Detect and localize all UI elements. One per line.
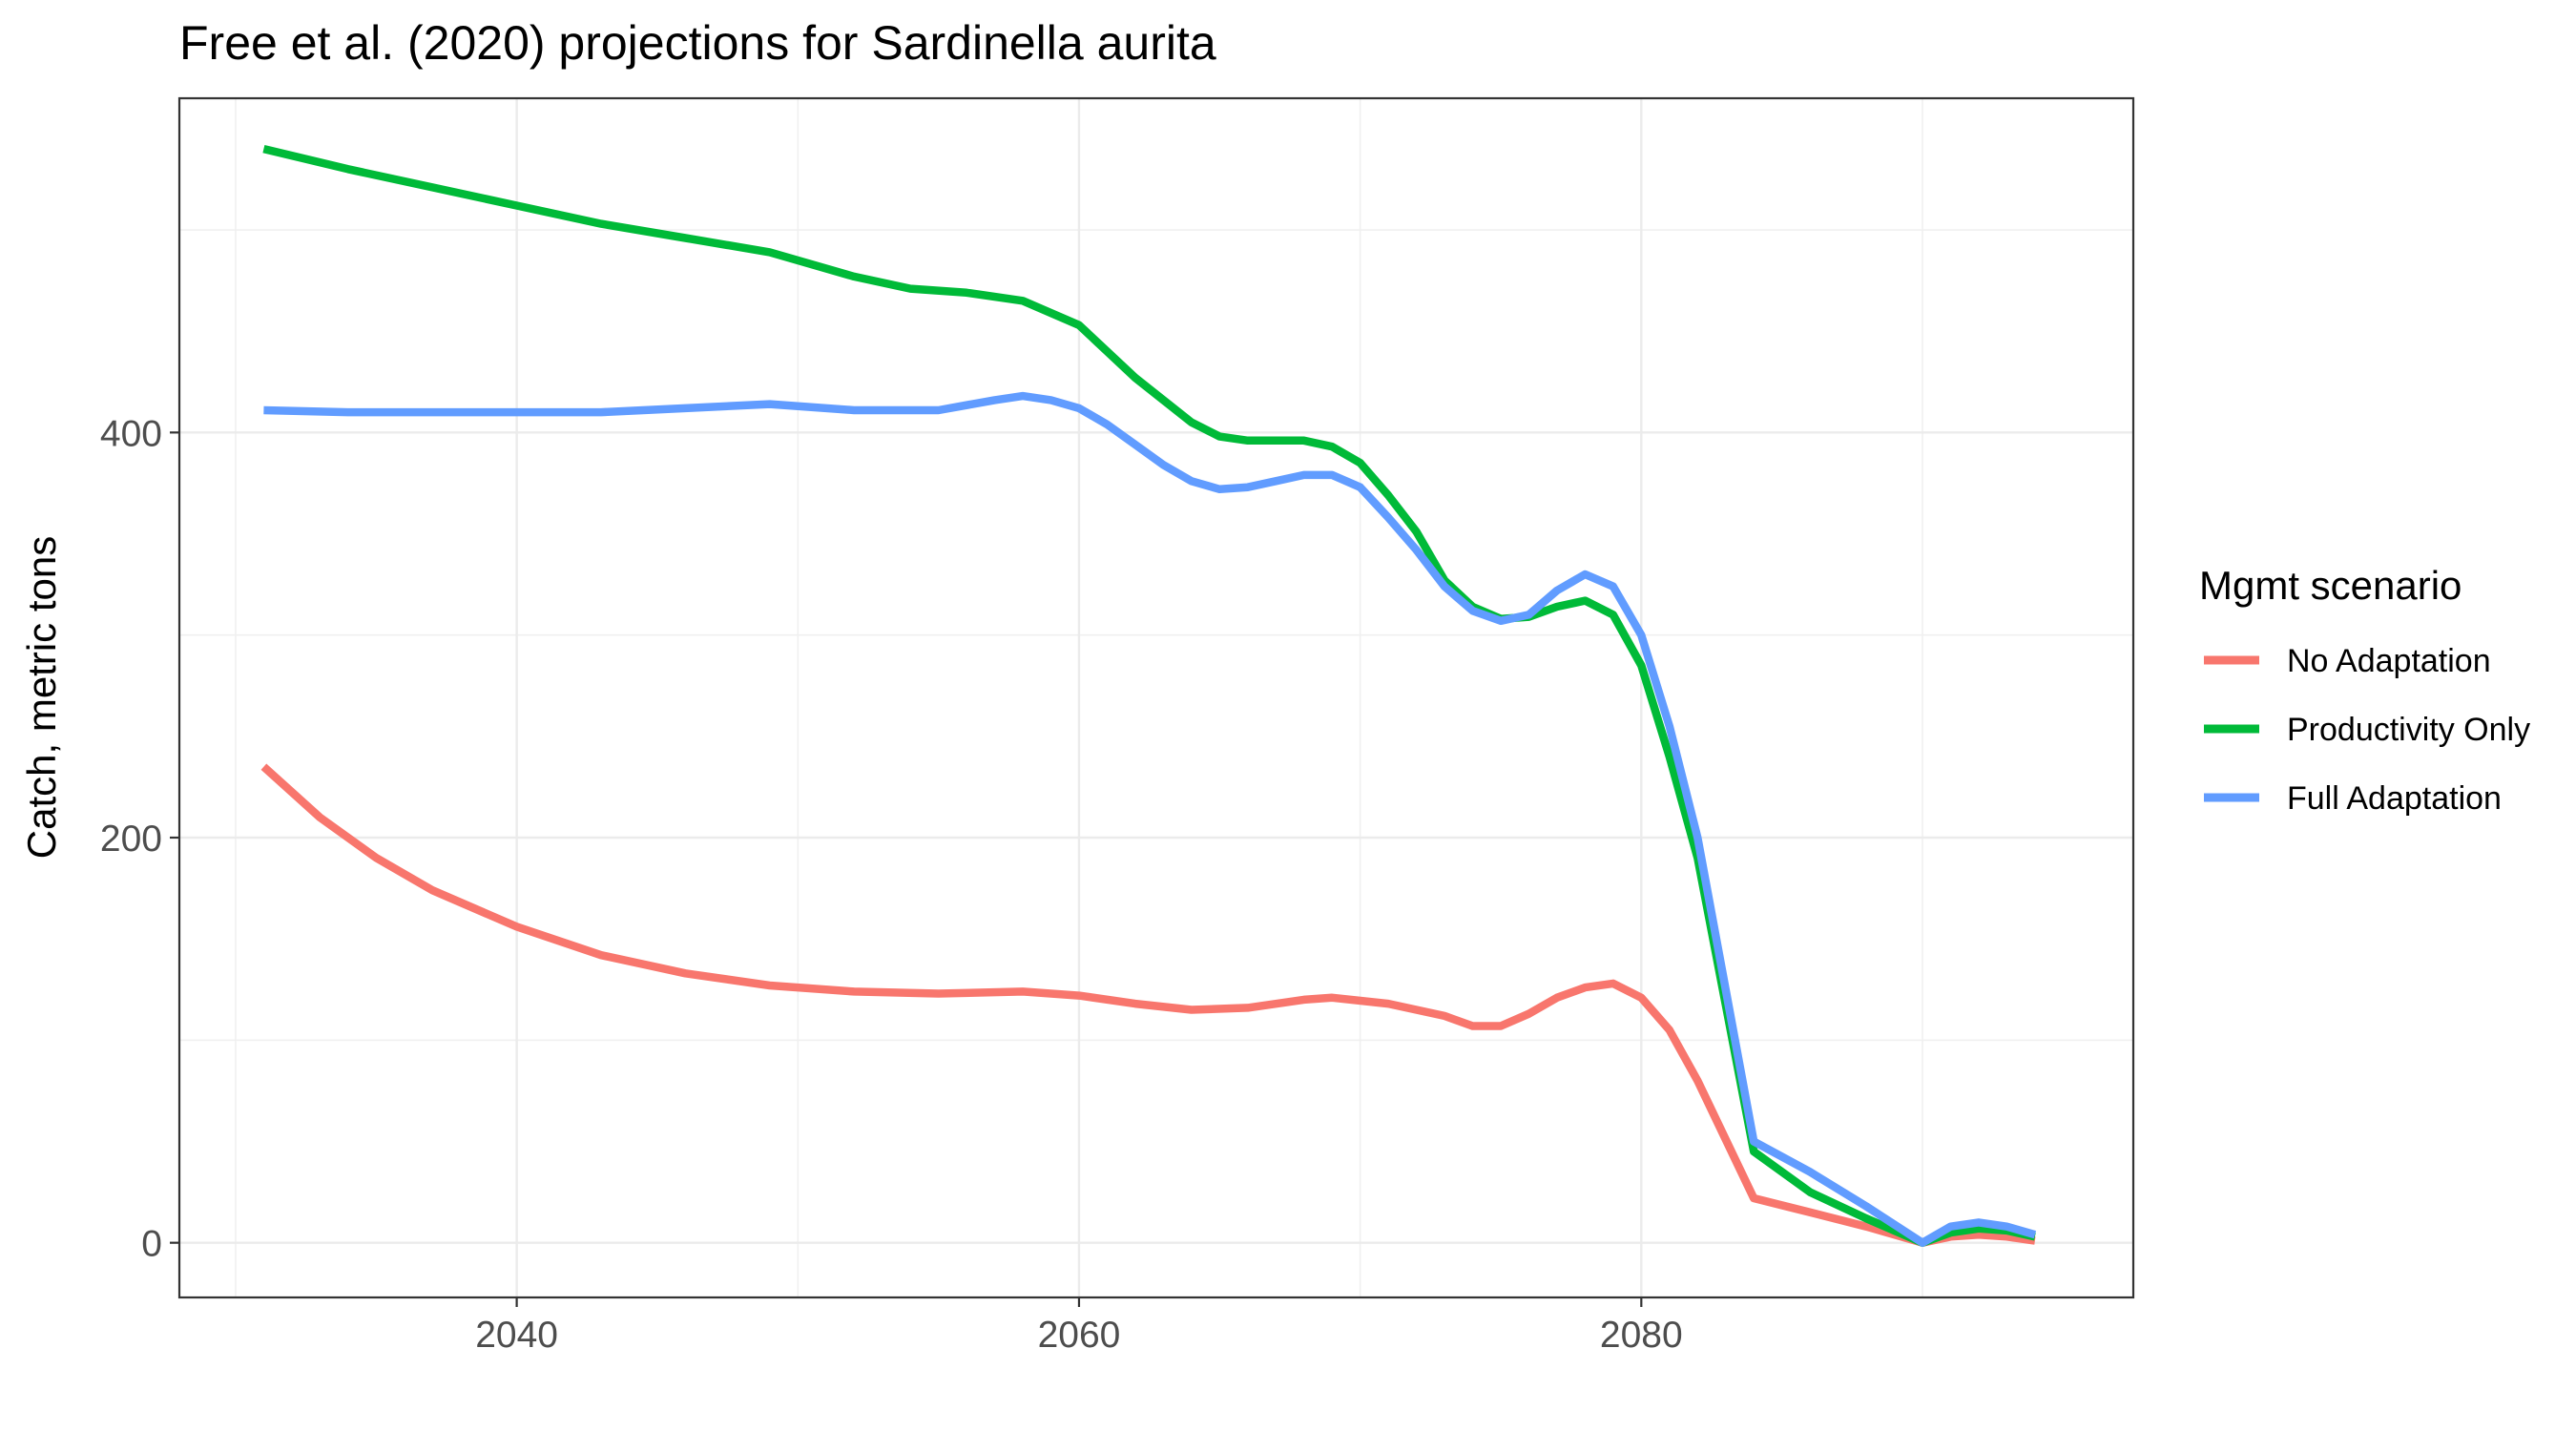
legend-item-productivity-only: Productivity Only	[2204, 712, 2530, 748]
legend-item-no-adaptation: No Adaptation	[2204, 643, 2491, 679]
minor-gridlines	[179, 98, 2133, 1297]
plot-panel	[179, 98, 2133, 1297]
y-tick-label: 200	[100, 819, 162, 860]
legend: Mgmt scenario No Adaptation Productivity …	[2199, 563, 2530, 817]
legend-item-full-adaptation: Full Adaptation	[2204, 780, 2502, 817]
y-tick-label: 400	[100, 413, 162, 454]
series-line-full-adaptation	[263, 391, 2037, 1247]
legend-title: Mgmt scenario	[2199, 563, 2462, 608]
series-line-no-adaptation	[260, 763, 2036, 1247]
series-lines	[260, 144, 2037, 1247]
legend-items: No Adaptation Productivity Only Full Adapt…	[2204, 643, 2530, 817]
y-axis-title: Catch, metric tons	[19, 536, 64, 859]
plot-panel-border	[177, 96, 2135, 1299]
legend-label-full-adaptation: Full Adaptation	[2287, 780, 2502, 817]
x-tick-label: 2040	[475, 1315, 558, 1356]
x-tick-label: 2060	[1038, 1315, 1121, 1356]
chart-title: Free et al. (2020) projections for Sardi…	[179, 16, 1216, 70]
legend-label-productivity-only: Productivity Only	[2287, 712, 2530, 748]
x-tick-label: 2080	[1600, 1315, 1683, 1356]
legend-label-no-adaptation: No Adaptation	[2287, 643, 2491, 679]
y-axis: 0 200 400	[100, 413, 179, 1265]
y-tick-label: 0	[141, 1224, 162, 1265]
series-line-productivity-only	[262, 144, 2036, 1247]
major-gridlines	[179, 98, 2133, 1297]
x-axis: 2040 2060 2080	[475, 1297, 1683, 1356]
